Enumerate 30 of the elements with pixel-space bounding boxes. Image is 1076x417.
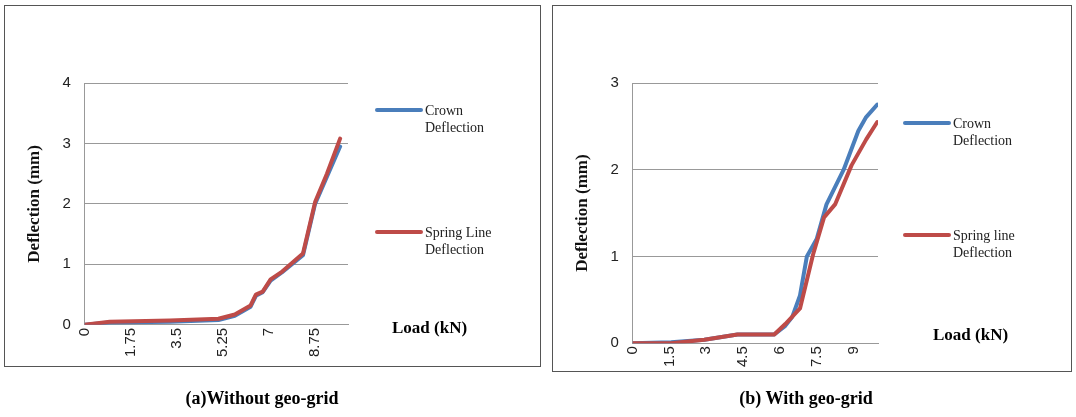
x-tick-label: 8.75 (305, 327, 323, 358)
x-tick-label: 1.75 (120, 327, 138, 358)
legend-label: Spring line Deflection (953, 227, 1016, 261)
y-tick-label: 2 (610, 159, 619, 177)
x-axis-title: Load (kN) (392, 318, 468, 338)
text: (b) With geo-grid (739, 388, 873, 409)
y-tick-label: 2 (62, 194, 71, 212)
y-tick-label: 1 (610, 246, 619, 264)
x-tick-label: 3 (696, 346, 714, 355)
x-tick-label: 0 (622, 346, 640, 355)
x-tick-label: 1.5 (659, 346, 677, 368)
x-tick-label: 0 (74, 327, 92, 337)
y-tick-label: 1 (62, 254, 71, 272)
x-tick-label: 9 (843, 346, 861, 355)
x-tick-label: 3.5 (167, 327, 185, 349)
legend-label: Crown Deflection (953, 115, 1014, 149)
x-tick-label: 4.5 (733, 346, 751, 368)
x-tick-label: 7 (259, 327, 277, 337)
y-tick-label: 4 (62, 73, 71, 91)
legend-label: Crown Deflection (425, 102, 486, 136)
x-tick-label: 6 (770, 346, 788, 355)
x-tick-label: 5.25 (213, 327, 231, 358)
legend-label: Spring Line Deflection (425, 224, 493, 258)
x-axis-title: Load (kN) (933, 325, 1009, 345)
text: (a)Without geo-grid (185, 388, 339, 409)
y-axis-title: Deflection (mm) (23, 145, 43, 263)
y-tick-label: 3 (62, 133, 71, 151)
y-axis-title: Deflection (mm) (571, 154, 591, 272)
x-tick-label: 7.5 (806, 346, 824, 368)
y-tick-label: 3 (610, 73, 619, 91)
